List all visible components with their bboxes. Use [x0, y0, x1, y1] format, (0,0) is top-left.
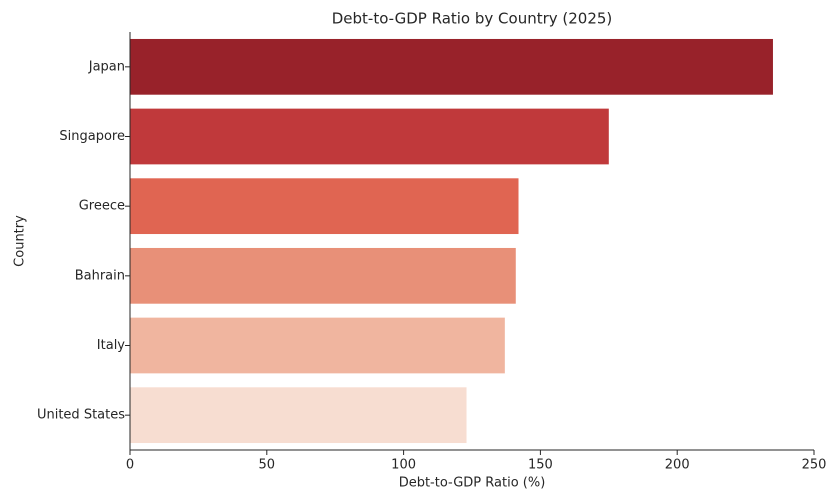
- x-axis-label: Debt-to-GDP Ratio (%): [399, 476, 546, 491]
- bar: [130, 38, 773, 95]
- y-tick-label: Greece: [79, 199, 125, 214]
- chart-title: Debt-to-GDP Ratio by Country (2025): [332, 10, 613, 28]
- y-tick-label: Singapore: [59, 129, 125, 144]
- bar: [130, 247, 516, 304]
- x-tick-label: 200: [665, 458, 690, 473]
- y-tick-label: Italy: [97, 338, 126, 353]
- y-axis-label: Country: [13, 215, 28, 267]
- y-tick-label: Bahrain: [75, 268, 125, 283]
- x-tick-label: 250: [802, 458, 827, 473]
- x-tick-label: 0: [126, 458, 134, 473]
- bar: [130, 108, 609, 165]
- bar: [130, 317, 505, 374]
- y-tick-label: Japan: [88, 59, 125, 74]
- x-tick-label: 150: [528, 458, 553, 473]
- x-tick-label: 50: [259, 458, 276, 473]
- y-tick-label: United States: [37, 408, 125, 423]
- bar: [130, 178, 519, 235]
- x-tick-label: 100: [391, 458, 416, 473]
- bar: [130, 387, 467, 444]
